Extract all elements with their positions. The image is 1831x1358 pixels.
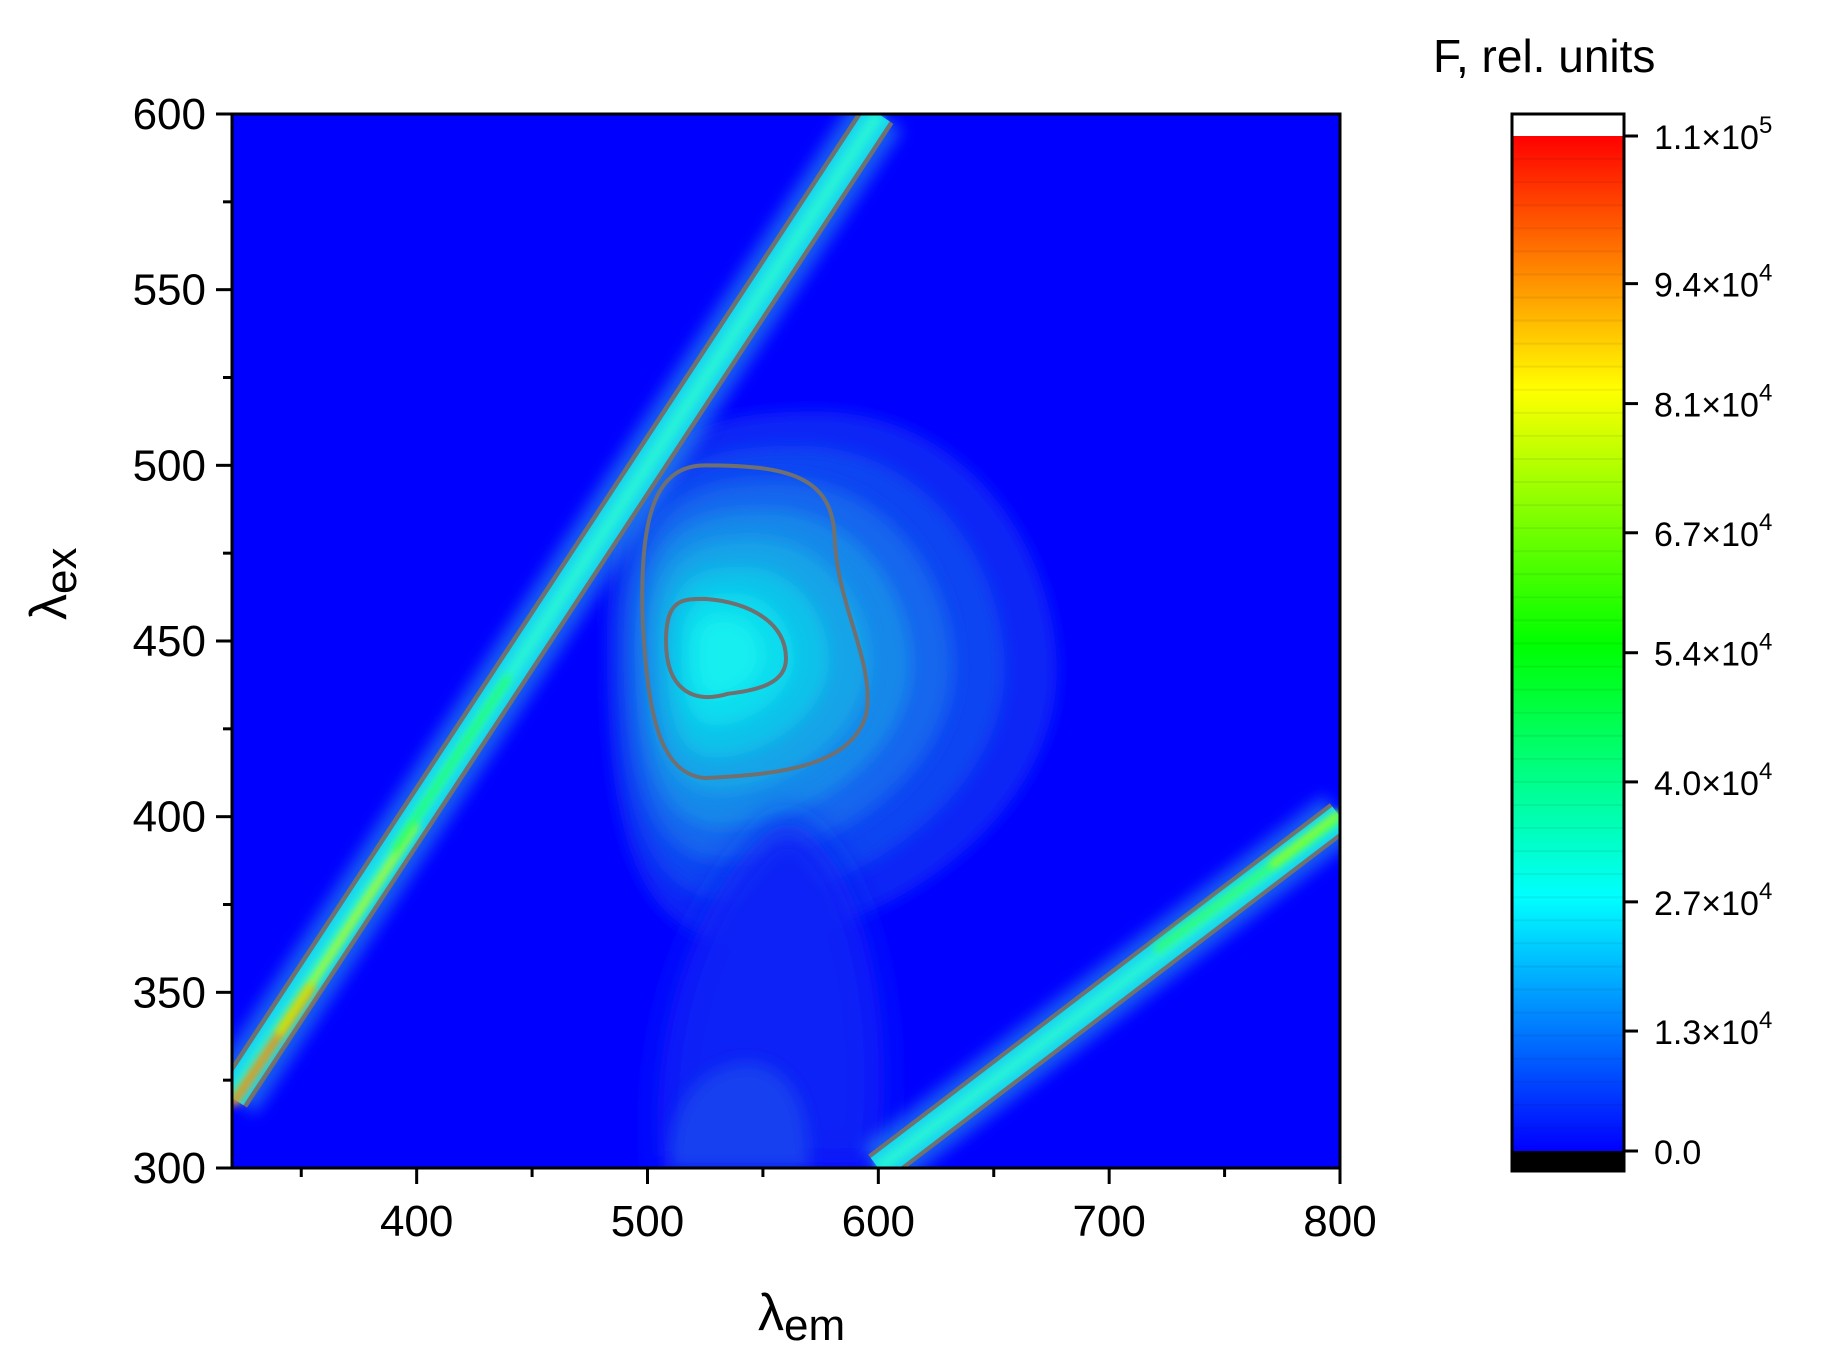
colorbar-frame xyxy=(1510,112,1626,1173)
y-tick-label: 350 xyxy=(133,968,206,1017)
colorbar-tick-mantissa: 0.0 xyxy=(1654,1134,1701,1172)
colorbar-title: F, rel. units xyxy=(1433,30,1655,82)
y-axis-title: λex xyxy=(20,548,86,620)
colorbar-bands xyxy=(1512,158,1624,1129)
scatter1-layer-4 xyxy=(232,114,884,1102)
colorbar-tick-mantissa: 1.3×10 xyxy=(1654,1014,1759,1052)
scatter1-green-core xyxy=(391,674,512,854)
colorbar-tick-exponent: 4 xyxy=(1759,260,1772,287)
y-tick-label: 450 xyxy=(133,617,206,666)
x-axis-title-sub: em xyxy=(784,1301,845,1350)
peak-contour-level-8 xyxy=(694,617,762,697)
colorbar-ticks: 0.01.3×1042.7×1044.0×1045.4×1046.7×1048.… xyxy=(1624,112,1772,1172)
colorbar-tick-mantissa: 5.4×10 xyxy=(1654,636,1759,674)
y-axis-title-main: λ xyxy=(20,594,78,620)
colorbar: F, rel. units 0.01.3×1042.7×1044.0×1045.… xyxy=(1433,30,1772,1173)
colorbar-tick-exponent: 4 xyxy=(1759,878,1772,905)
colorbar-tick-exponent: 4 xyxy=(1759,629,1772,656)
y-tick-label: 500 xyxy=(133,441,206,490)
x-tick-label: 400 xyxy=(380,1197,453,1246)
colorbar-tick-mantissa: 9.4×10 xyxy=(1654,267,1759,305)
colorbar-tick-exponent: 4 xyxy=(1759,1007,1772,1034)
colorbar-tick-mantissa: 2.7×10 xyxy=(1654,885,1759,923)
x-tick-label: 700 xyxy=(1072,1197,1145,1246)
x-tick-label: 600 xyxy=(842,1197,915,1246)
colorbar-gradient xyxy=(1512,136,1624,1151)
colorbar-tick-mantissa: 4.0×10 xyxy=(1654,765,1759,803)
colorbar-under-swatch xyxy=(1512,1151,1624,1171)
scatter2-warm-core xyxy=(1269,811,1340,868)
x-axis: 400 500 600 700 800 xyxy=(232,1166,1377,1246)
colorbar-tick-label: 0.0 xyxy=(1654,1134,1701,1172)
y-axis: 300 350 400 450 500 550 600 xyxy=(133,90,232,1193)
colorbar-tick-label: 5.4×104 xyxy=(1654,629,1772,674)
peak-contour-lines xyxy=(640,463,870,781)
colorbar-tick-label: 2.7×104 xyxy=(1654,878,1772,923)
y-tick-label: 400 xyxy=(133,793,206,842)
colorbar-tick-label: 6.7×104 xyxy=(1654,509,1772,554)
peak-inner-contour xyxy=(663,596,789,699)
plot-area xyxy=(230,112,1342,1170)
y-tick-label: 300 xyxy=(133,1144,206,1193)
colorbar-tick-exponent: 4 xyxy=(1759,509,1772,536)
scatter1-warm-core xyxy=(275,822,420,1037)
second-order-scatter-band xyxy=(862,795,1340,1168)
x-axis-title-main: λ xyxy=(758,1284,784,1342)
lower-weak-emission-region xyxy=(657,816,885,1168)
colorbar-tick-label: 9.4×104 xyxy=(1654,260,1772,305)
y-tick-label: 600 xyxy=(133,90,206,139)
colorbar-tick-label: 1.3×104 xyxy=(1654,1007,1772,1052)
colorbar-tick-label: 1.1×105 xyxy=(1654,112,1772,157)
y-tick-label: 550 xyxy=(133,266,206,315)
fluorescence-peak xyxy=(606,411,1057,942)
colorbar-tick-mantissa: 1.1×10 xyxy=(1654,119,1759,157)
colorbar-tick-mantissa: 8.1×10 xyxy=(1654,387,1759,425)
colorbar-tick-label: 4.0×104 xyxy=(1654,758,1772,803)
colorbar-tick-mantissa: 6.7×10 xyxy=(1654,516,1759,554)
colorbar-tick-exponent: 5 xyxy=(1759,112,1772,139)
colorbar-tick-exponent: 4 xyxy=(1759,380,1772,407)
peak-outer-contour xyxy=(640,463,870,781)
first-order-scatter-band xyxy=(232,114,903,1114)
x-tick-label: 500 xyxy=(611,1197,684,1246)
colorbar-over-swatch xyxy=(1512,114,1624,136)
x-axis-title: λem xyxy=(758,1284,845,1350)
x-tick-label: 800 xyxy=(1303,1197,1376,1246)
colorbar-tick-label: 8.1×104 xyxy=(1654,380,1772,425)
colorbar-tick-exponent: 4 xyxy=(1759,758,1772,785)
lower-region-inner xyxy=(670,1062,810,1168)
y-axis-title-sub: ex xyxy=(37,548,86,594)
